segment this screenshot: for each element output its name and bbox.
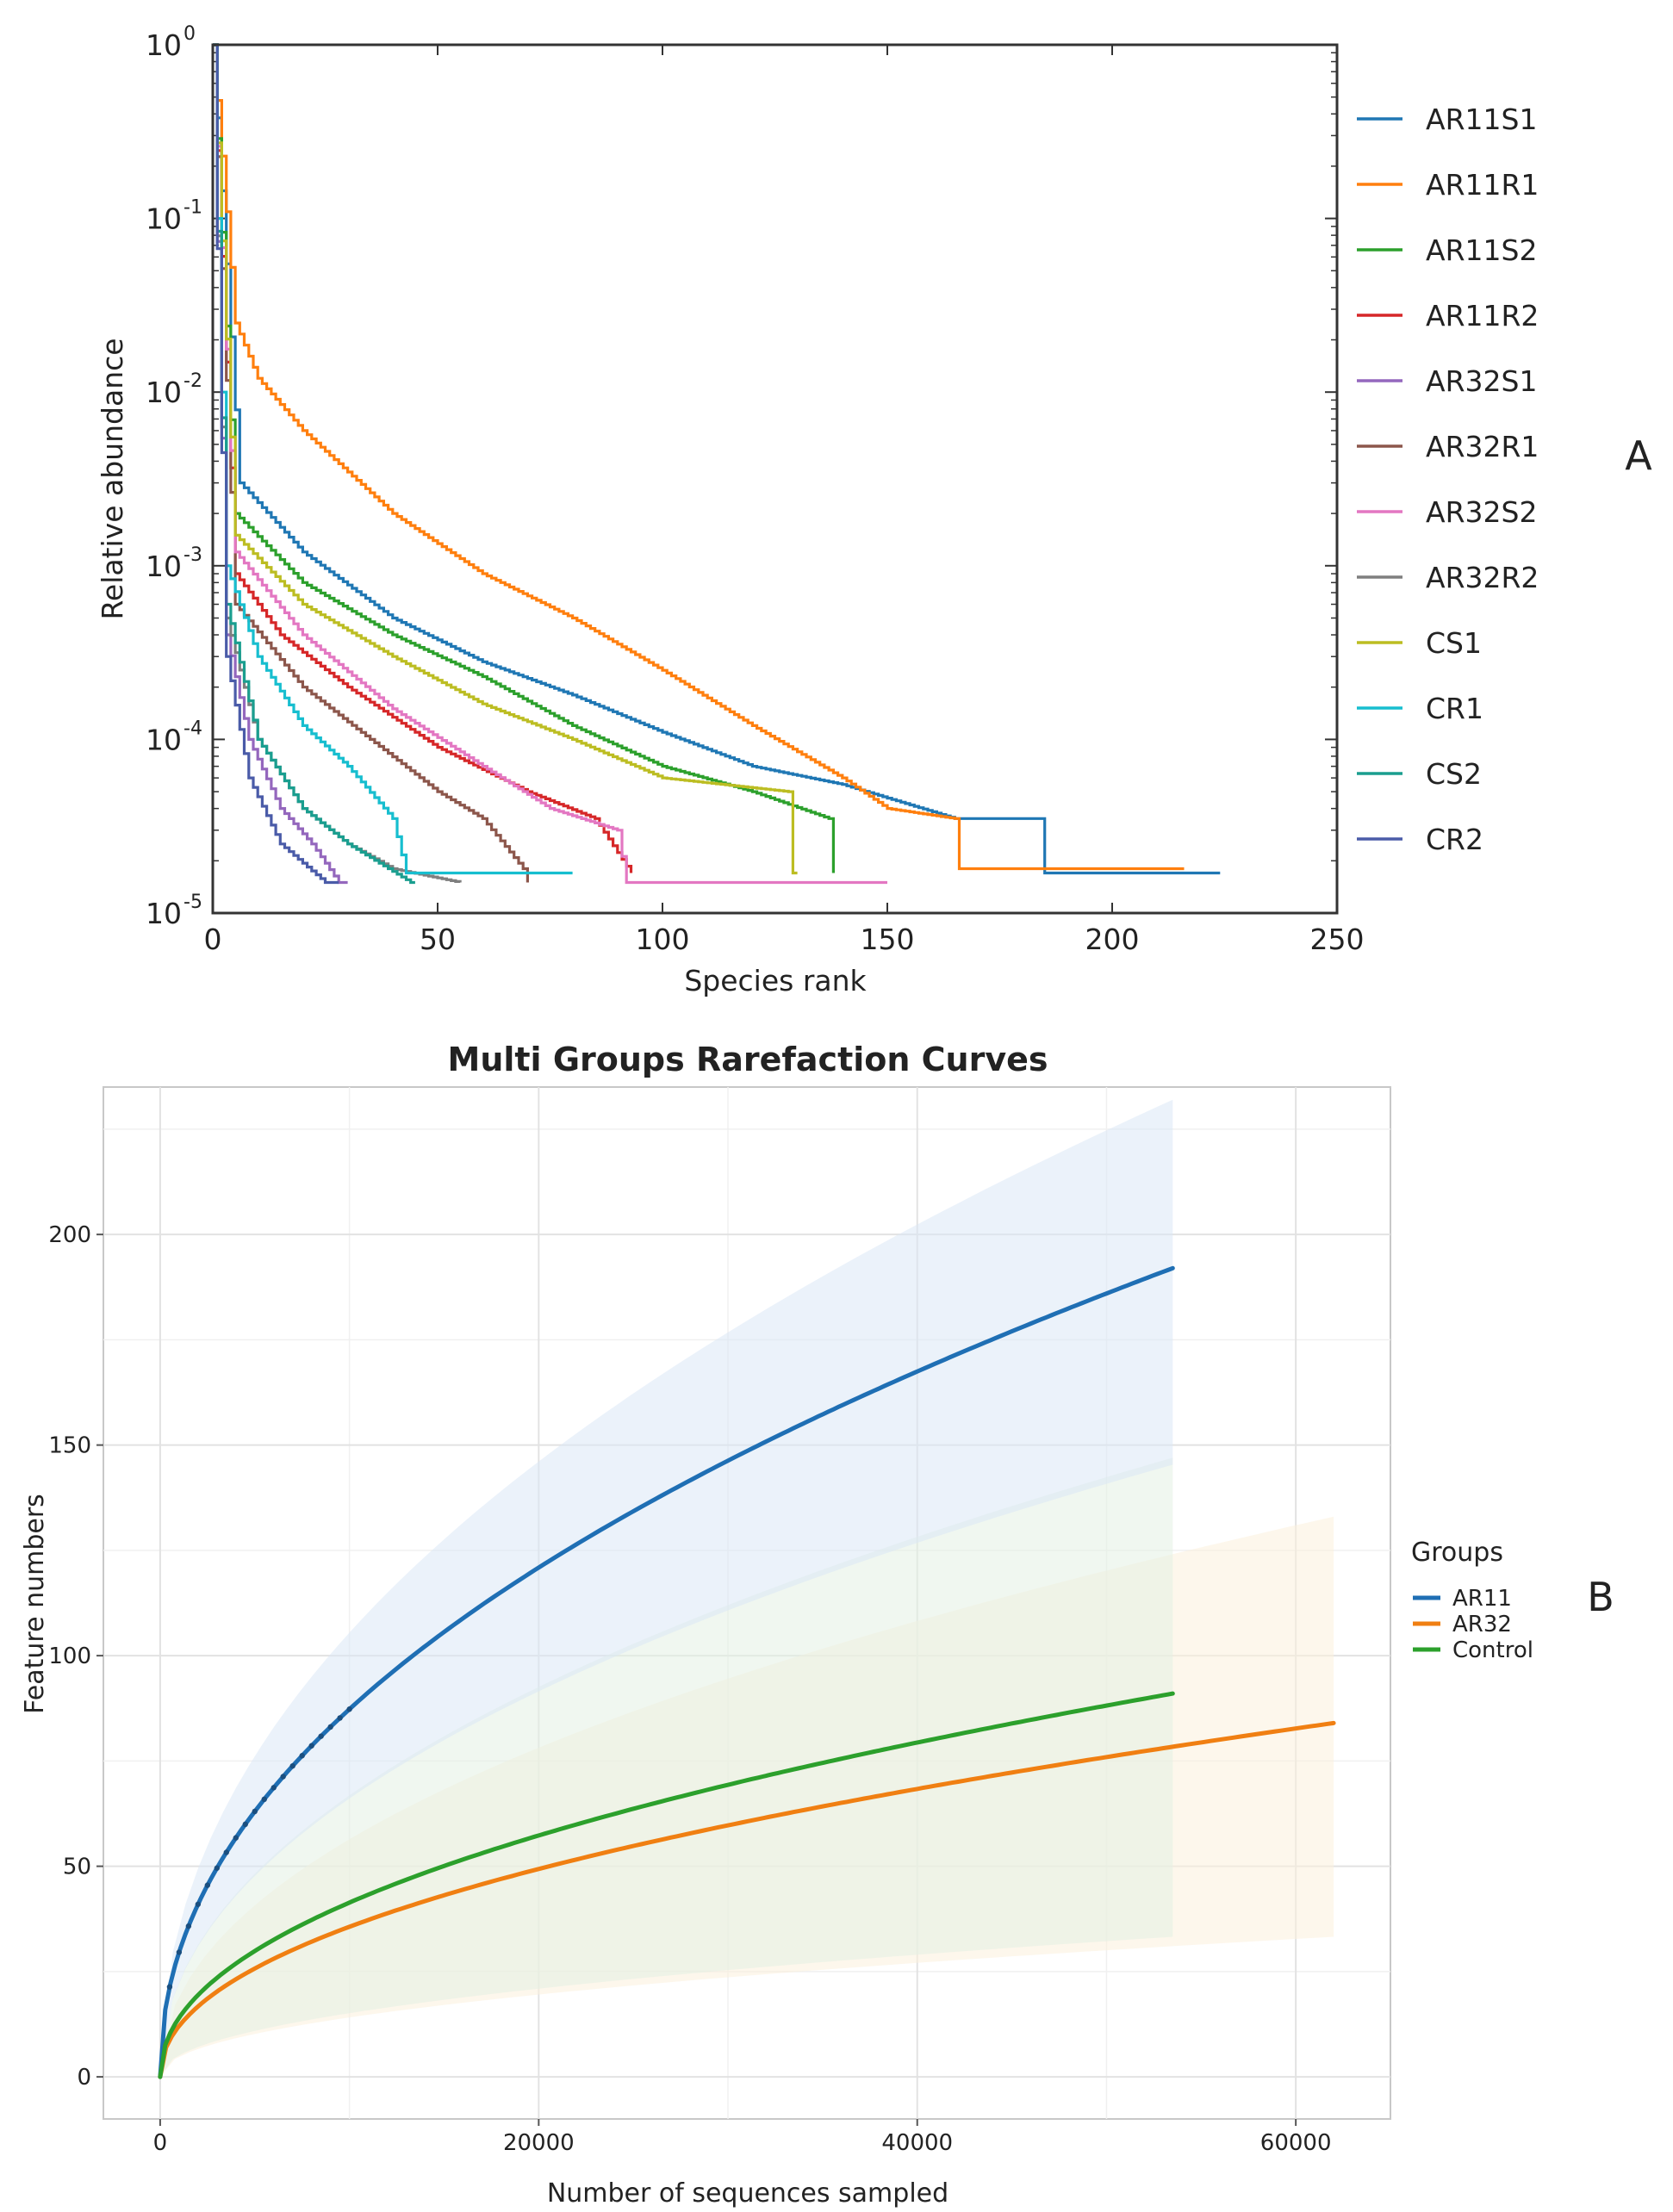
series-line-CR2 — [213, 43, 339, 885]
y-tick-label: 10 — [146, 376, 182, 409]
legend-label: AR11S1 — [1426, 103, 1537, 136]
y-tick-label: 100 — [48, 1643, 91, 1669]
y-tick-label: 0 — [77, 2065, 91, 2091]
series-marker-AR11 — [271, 1785, 277, 1791]
series-marker-AR11 — [176, 1949, 183, 1955]
panel-a-legend: AR11S1 AR11R1 AR11S2 AR11R2 AR32S1 AR32R1 AR32… — [1357, 103, 1539, 856]
confidence-band-Control — [159, 1457, 1173, 2078]
legend-label: CR1 — [1426, 692, 1483, 725]
panel-b-ylabel: Feature numbers — [20, 1494, 50, 1714]
panel-a-label: A — [1625, 432, 1652, 479]
series-line-AR32S2 — [213, 43, 887, 885]
series-line-Control — [158, 1691, 1175, 2079]
series-marker-AR11 — [214, 1865, 221, 1871]
series-marker-AR11 — [308, 1743, 314, 1749]
legend-label: AR11S2 — [1426, 233, 1537, 267]
panel-a-frame — [211, 43, 1339, 915]
series-marker-AR11 — [318, 1733, 324, 1739]
series-line-CS2 — [213, 43, 415, 885]
legend-label: CS1 — [1426, 626, 1482, 660]
x-tick-label: 150 — [861, 923, 915, 956]
series-marker-AR11 — [289, 1762, 295, 1769]
panel-b-xlabel: Number of sequences sampled — [547, 2178, 948, 2209]
x-tick-label: 20000 — [503, 2130, 575, 2156]
y-tick-label: 200 — [48, 1222, 91, 1248]
y-tick-exponent: -5 — [183, 892, 202, 913]
series-marker-AR11 — [261, 1796, 267, 1803]
series-marker-AR11 — [204, 1882, 211, 1888]
series-marker-AR11 — [242, 1821, 248, 1828]
series-line-AR11R2 — [213, 43, 633, 873]
legend-label: AR11R1 — [1426, 168, 1539, 202]
series-marker-AR11 — [337, 1715, 343, 1721]
series-line-AR11R1 — [213, 43, 1185, 871]
panel-b-bands — [159, 1099, 1334, 2078]
y-tick-exponent: -3 — [183, 544, 202, 566]
y-tick-label: 10 — [146, 897, 182, 930]
legend-label: AR32R2 — [1426, 561, 1539, 594]
y-tick-exponent: -2 — [183, 370, 202, 392]
legend-label: AR11 — [1452, 1586, 1512, 1612]
x-tick-label: 40000 — [881, 2130, 953, 2156]
y-tick-label: 10 — [146, 28, 182, 62]
panel-b-ticks: 0 20000 40000 60000 0 50 100 150 200 — [48, 1222, 1331, 2156]
series-marker-AR11 — [233, 1835, 239, 1841]
panel-a-series — [213, 43, 1221, 885]
x-tick-label: 50 — [420, 923, 456, 956]
series-marker-AR11 — [195, 1901, 202, 1907]
x-tick-label: 0 — [204, 923, 222, 956]
legend-title: Groups — [1411, 1538, 1503, 1568]
y-tick-label: 10 — [146, 202, 182, 236]
panel-a-ylabel: Relative abundance — [96, 338, 129, 619]
series-marker-AR11 — [346, 1706, 352, 1712]
legend-label: AR32S2 — [1426, 495, 1537, 529]
x-tick-label: 60000 — [1260, 2130, 1332, 2156]
legend-label: CR2 — [1426, 823, 1483, 856]
series-line-CR1 — [213, 43, 573, 875]
series-line-AR11S2 — [213, 43, 835, 873]
legend-label: AR32S1 — [1426, 364, 1537, 398]
legend-label: AR11R2 — [1426, 299, 1539, 332]
panel-a-xlabel: Species rank — [684, 964, 867, 997]
panel-b-label: B — [1587, 1574, 1614, 1620]
series-marker-AR11 — [252, 1808, 258, 1815]
y-tick-label: 10 — [146, 550, 182, 583]
confidence-band-AR11 — [159, 1099, 1173, 2078]
x-tick-label: 200 — [1085, 923, 1140, 956]
series-line-AR32 — [158, 1720, 1336, 2079]
series-marker-AR11 — [185, 1923, 192, 1929]
y-tick-exponent: 0 — [183, 23, 196, 45]
series-line-AR11S1 — [213, 43, 1221, 875]
panel-b-series — [158, 1265, 1336, 2079]
series-marker-AR11 — [166, 1984, 173, 1990]
series-line-AR32R1 — [213, 43, 529, 883]
x-tick-label: 100 — [636, 923, 690, 956]
y-tick-label: 10 — [146, 723, 182, 756]
series-marker-AR11 — [223, 1849, 230, 1855]
y-tick-label: 150 — [48, 1433, 91, 1459]
series-line-CS1 — [213, 43, 798, 875]
x-tick-label: 0 — [153, 2130, 168, 2156]
series-marker-AR11 — [327, 1724, 333, 1730]
legend-label: AR32R1 — [1426, 430, 1539, 463]
x-tick-label: 250 — [1310, 923, 1365, 956]
series-line-AR32S1 — [213, 43, 348, 885]
panel-b: Multi Groups Rarefaction Curves 0 20000 40… — [20, 1041, 1614, 2209]
y-tick-exponent: -4 — [183, 718, 202, 739]
y-tick-label: 50 — [63, 1855, 91, 1880]
legend-label: AR32 — [1452, 1612, 1512, 1637]
legend-label: CS2 — [1426, 757, 1482, 791]
series-marker-AR11 — [299, 1753, 305, 1759]
y-tick-exponent: -1 — [183, 197, 202, 219]
legend-label: Control — [1452, 1637, 1533, 1663]
panel-b-title: Multi Groups Rarefaction Curves — [448, 1041, 1048, 1078]
series-marker-AR11 — [280, 1774, 286, 1780]
